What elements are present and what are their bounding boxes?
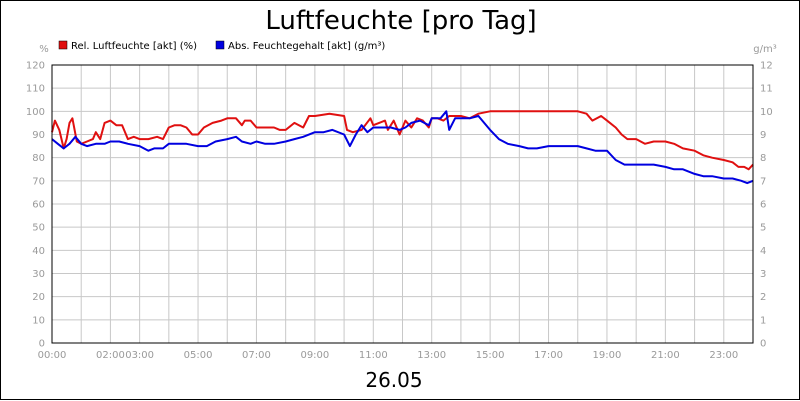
left-tick-label: 100 — [26, 107, 45, 118]
plot-border — [51, 64, 754, 344]
x-tick-label: 13:00 — [417, 350, 446, 361]
legend-swatch-rel-humidity — [58, 40, 68, 50]
series-layer — [51, 110, 754, 185]
right-tick-label: 5 — [760, 223, 766, 234]
right-tick-label: 0 — [760, 339, 766, 350]
series-line-abs-humidity — [51, 110, 754, 185]
right-tick-label: 10 — [760, 107, 773, 118]
date-label: 26.05 — [365, 368, 422, 392]
x-tick-label: 19:00 — [593, 350, 622, 361]
x-tick-label: 15:00 — [476, 350, 505, 361]
series-line-rel-humidity — [51, 110, 754, 171]
left-tick-label: 110 — [26, 84, 45, 95]
x-axis-ticks: 00:00 02:00 03:00 05:00 07:00 09:00 11:00 13:00… — [38, 350, 739, 361]
x-tick-label: 07:00 — [242, 350, 271, 361]
x-tick-label: 21:00 — [651, 350, 680, 361]
x-tick-label: 05:00 — [184, 350, 213, 361]
chart-title: Luftfeuchte [pro Tag] — [265, 6, 536, 36]
right-tick-label: 12 — [760, 61, 773, 72]
x-tick-label: 00:00 — [38, 350, 67, 361]
right-tick-label: 3 — [760, 269, 766, 280]
left-tick-label: 10 — [32, 315, 45, 326]
left-axis-unit: % — [39, 44, 49, 55]
legend-label-abs-humidity: Abs. Feuchtegehalt [akt] (g/m³) — [228, 41, 385, 52]
left-tick-label: 40 — [32, 246, 45, 257]
x-tick-label: 02:00 — [96, 350, 125, 361]
x-tick-label: 17:00 — [534, 350, 563, 361]
left-tick-label: 20 — [32, 292, 45, 303]
left-tick-label: 60 — [32, 200, 45, 211]
left-tick-label: 70 — [32, 176, 45, 187]
right-tick-label: 2 — [760, 292, 766, 303]
right-tick-label: 4 — [760, 246, 766, 257]
x-tick-label: 03:00 — [125, 350, 154, 361]
left-tick-label: 80 — [32, 153, 45, 164]
right-tick-label: 1 — [760, 315, 766, 326]
x-tick-label: 11:00 — [359, 350, 388, 361]
left-tick-label: 50 — [32, 223, 45, 234]
right-tick-label: 9 — [760, 130, 766, 141]
x-tick-label: 23:00 — [709, 350, 738, 361]
left-tick-label: 120 — [26, 61, 45, 72]
left-tick-label: 30 — [32, 269, 45, 280]
left-tick-label: 0 — [39, 339, 45, 350]
right-tick-label: 11 — [760, 84, 773, 95]
left-tick-label: 90 — [32, 130, 45, 141]
right-axis-unit: g/m³ — [753, 44, 776, 55]
x-tick-label: 09:00 — [300, 350, 329, 361]
legend-label-rel-humidity: Rel. Luftfeuchte [akt] (%) — [71, 41, 197, 52]
legend: Rel. Luftfeuchte [akt] (%) Abs. Feuchteg… — [58, 40, 385, 52]
right-tick-label: 8 — [760, 153, 766, 164]
right-tick-label: 7 — [760, 176, 766, 187]
right-tick-label: 6 — [760, 200, 766, 211]
legend-swatch-abs-humidity — [215, 40, 225, 50]
grid — [52, 65, 753, 343]
left-axis-ticks: 0 10 20 30 40 50 60 70 80 90 100 110 120 — [26, 61, 45, 350]
